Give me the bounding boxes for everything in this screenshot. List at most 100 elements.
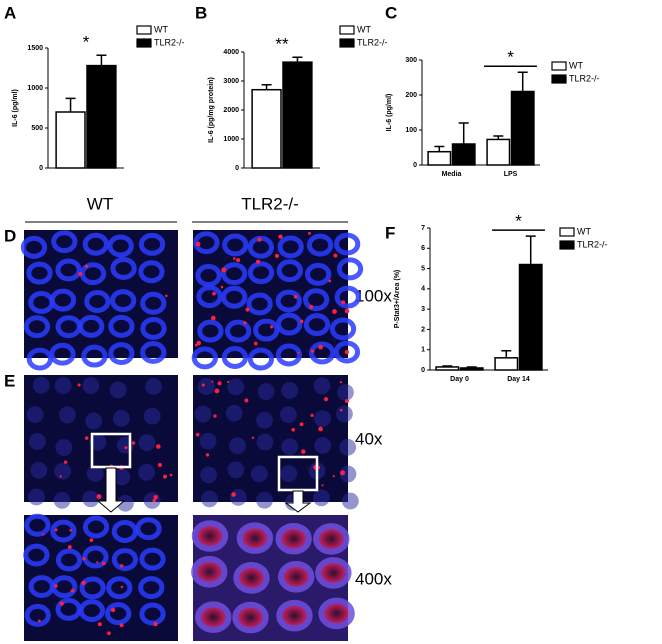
y-tick-label: 200 bbox=[405, 92, 417, 99]
crypt bbox=[222, 233, 249, 257]
signal bbox=[341, 300, 346, 305]
error-bar bbox=[65, 97, 76, 112]
crypt bbox=[111, 520, 139, 543]
crypt bbox=[140, 340, 167, 364]
bar bbox=[282, 61, 313, 169]
crypt bbox=[84, 290, 111, 313]
panel-letter: C bbox=[385, 3, 397, 22]
signal bbox=[213, 414, 217, 418]
tissue bbox=[314, 410, 331, 427]
crypt bbox=[49, 342, 76, 366]
crypt bbox=[138, 260, 165, 284]
crypt bbox=[246, 292, 273, 316]
signal bbox=[155, 444, 161, 449]
crypt bbox=[135, 517, 162, 541]
y-tick-label: 3 bbox=[421, 306, 425, 313]
error-bar bbox=[517, 71, 528, 92]
tissue bbox=[313, 489, 330, 507]
signal bbox=[97, 622, 102, 627]
error-bar bbox=[292, 56, 303, 63]
signal bbox=[205, 453, 210, 457]
signal bbox=[153, 621, 158, 627]
bar bbox=[451, 143, 476, 166]
crypt bbox=[306, 233, 334, 257]
crypt bbox=[329, 317, 357, 341]
crypt bbox=[313, 523, 350, 555]
crypt bbox=[221, 346, 249, 369]
crypt bbox=[23, 315, 51, 339]
crypt bbox=[140, 291, 167, 315]
y-tick-label: 0 bbox=[39, 165, 43, 172]
crypt bbox=[24, 603, 51, 627]
bar bbox=[251, 88, 282, 169]
signal bbox=[101, 561, 106, 566]
error-bar bbox=[525, 235, 536, 265]
panel-letter: B bbox=[195, 3, 207, 22]
signal bbox=[59, 475, 62, 478]
legend-label: TLR2-/- bbox=[569, 73, 600, 83]
legend-swatch bbox=[551, 61, 567, 71]
signal bbox=[221, 267, 227, 273]
tissue bbox=[53, 491, 71, 509]
crypt bbox=[51, 575, 78, 599]
y-tick-label: 1000 bbox=[223, 136, 239, 143]
crypt bbox=[336, 257, 364, 281]
signal bbox=[291, 427, 296, 432]
crypt bbox=[78, 599, 105, 623]
bar bbox=[518, 263, 543, 371]
crypt bbox=[275, 343, 303, 367]
crypt bbox=[50, 519, 77, 543]
signal bbox=[328, 279, 332, 283]
signal bbox=[318, 426, 323, 432]
y-tick-label: 6 bbox=[421, 245, 425, 252]
signal bbox=[78, 272, 83, 277]
crypt bbox=[110, 256, 137, 280]
bar bbox=[86, 64, 117, 169]
signal bbox=[157, 462, 163, 468]
error-bar bbox=[501, 349, 512, 358]
y-axis-label: IL-6 (pg/mg protein) bbox=[208, 77, 215, 143]
crypt bbox=[195, 601, 232, 634]
signal bbox=[217, 381, 222, 386]
signal bbox=[323, 397, 329, 402]
y-tick-label: 4000 bbox=[223, 49, 239, 56]
tissue bbox=[82, 377, 100, 395]
column-label: TLR2-/- bbox=[241, 194, 299, 213]
legend-label: TLR2-/- bbox=[577, 239, 608, 249]
crypt bbox=[304, 262, 332, 286]
tissue bbox=[201, 490, 218, 508]
crypt bbox=[138, 232, 166, 256]
error-bar bbox=[96, 54, 107, 66]
tissue bbox=[256, 491, 273, 509]
crypt bbox=[277, 560, 315, 593]
signal bbox=[333, 253, 338, 258]
crypt bbox=[333, 340, 361, 364]
crypt bbox=[110, 289, 137, 313]
crypt bbox=[51, 230, 78, 254]
tissue bbox=[86, 465, 104, 482]
tissue bbox=[197, 378, 215, 395]
tissue bbox=[26, 406, 44, 424]
crypt bbox=[193, 231, 220, 255]
y-tick-label: 1 bbox=[421, 347, 425, 354]
crypt bbox=[139, 602, 166, 626]
crypt bbox=[221, 262, 248, 286]
signal bbox=[120, 585, 124, 589]
legend-swatch bbox=[339, 38, 355, 48]
tissue bbox=[250, 465, 268, 483]
crypt bbox=[105, 602, 132, 626]
legend-label: WT bbox=[577, 226, 591, 236]
signal bbox=[124, 446, 128, 450]
signal bbox=[89, 538, 94, 543]
tissue bbox=[145, 378, 162, 395]
tissue bbox=[143, 407, 161, 425]
crypt bbox=[309, 341, 336, 365]
crypt bbox=[197, 319, 224, 343]
tissue bbox=[138, 434, 156, 452]
tissue bbox=[227, 461, 245, 479]
tissue bbox=[143, 492, 161, 509]
tissue bbox=[280, 465, 298, 483]
bar bbox=[510, 90, 535, 166]
tissue bbox=[281, 438, 299, 456]
